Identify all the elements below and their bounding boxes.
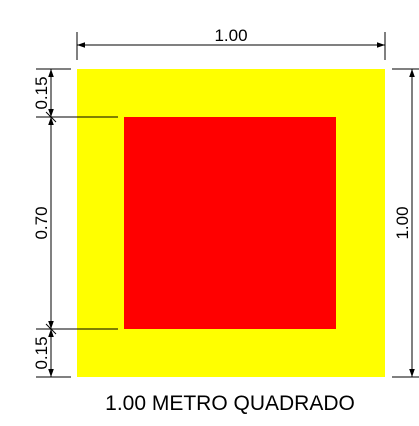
top-dimension-label: 1.00	[214, 26, 247, 45]
left-bottom-margin-label: 0.15	[32, 336, 51, 369]
caption: 1.00 METRO QUADRADO	[105, 392, 355, 415]
right-dimension	[392, 68, 419, 378]
inner-square	[124, 117, 336, 329]
right-dimension-label: 1.00	[393, 206, 412, 239]
left-top-margin-label: 0.15	[32, 76, 51, 109]
left-dimension-chain	[36, 68, 118, 378]
left-inner-label: 0.70	[32, 206, 51, 239]
top-dimension	[76, 32, 386, 60]
